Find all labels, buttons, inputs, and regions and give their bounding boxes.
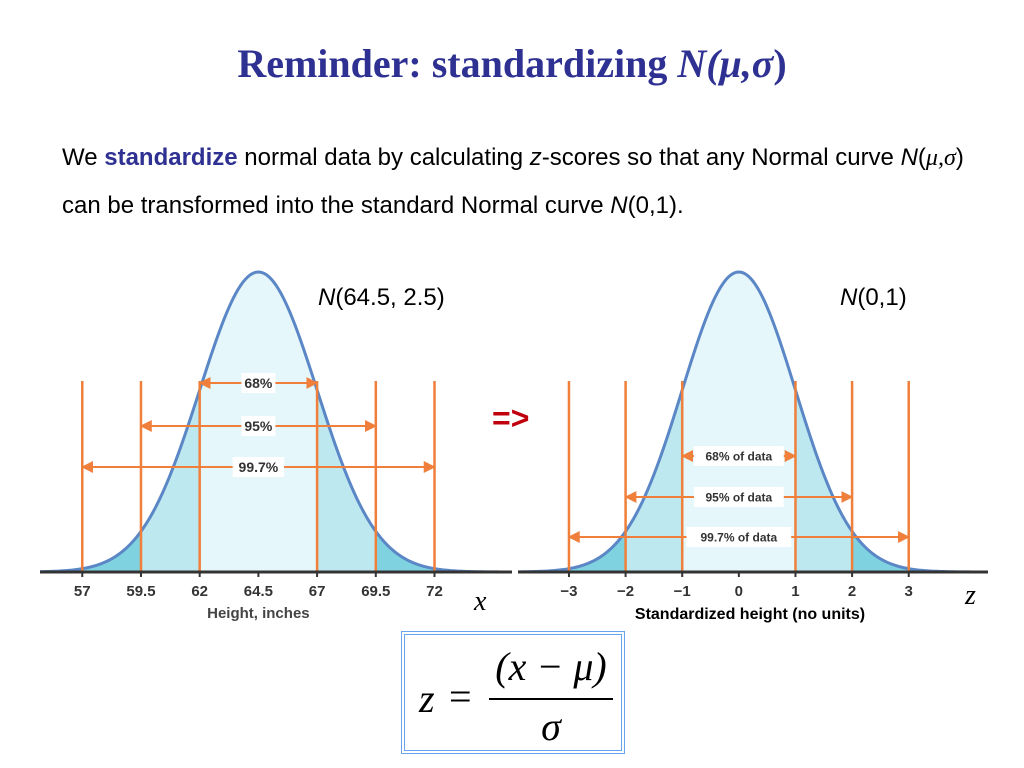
curve-area-fill bbox=[40, 272, 512, 572]
band-label: 95% bbox=[244, 418, 273, 434]
left-dist-label: N(64.5, 2.5) bbox=[318, 284, 445, 312]
left-dist-n: N bbox=[318, 284, 336, 311]
band-label-bg bbox=[693, 487, 784, 507]
keyword-standardize: standardize bbox=[104, 144, 238, 171]
band-label-bg bbox=[686, 527, 792, 547]
zscore-formula: z = (x − μ) σ bbox=[401, 631, 625, 754]
tail-shade bbox=[568, 531, 626, 572]
tail-shade bbox=[375, 531, 435, 572]
x-tick-label: 2 bbox=[848, 583, 856, 600]
band-label: 68% bbox=[244, 375, 273, 391]
intro-text: (0,1). bbox=[627, 192, 684, 219]
intro-paragraph: We standardize normal data by calculatin… bbox=[62, 134, 982, 230]
formula-fraction-bar bbox=[489, 698, 613, 700]
title-text: Reminder: standardizing bbox=[237, 41, 678, 86]
x-tick-label: 1 bbox=[791, 583, 799, 600]
x-tick-label: −1 bbox=[674, 583, 691, 600]
title-params: μ,σ bbox=[719, 41, 774, 86]
x-tick-label: 0 bbox=[735, 583, 743, 600]
tail-shade bbox=[852, 531, 909, 572]
curve-area-fill bbox=[518, 272, 988, 572]
normal-chart-1: 68% of data 95% of data 99.7% of data −3 −2 −… bbox=[517, 270, 988, 600]
right-axis-caption: Standardized height (no units) bbox=[634, 606, 866, 623]
band-label: 99.7% bbox=[239, 459, 279, 475]
transform-arrow: => bbox=[492, 400, 530, 436]
x-tick-label: −3 bbox=[560, 583, 577, 600]
x-tick-label: 72 bbox=[426, 583, 443, 600]
normal-chart-0: 68% 95% 99.7% 57 59.5 62 64.5 67 69.5 72 Height, i… bbox=[39, 270, 512, 622]
intro-n: N bbox=[610, 192, 628, 219]
intro-text: ( bbox=[917, 144, 926, 171]
band-label: 68% of data bbox=[705, 449, 772, 463]
band-label: 95% of data bbox=[705, 490, 772, 504]
band-label-bg bbox=[241, 416, 276, 436]
right-dist-n: N bbox=[840, 284, 858, 311]
formula-lhs: z bbox=[419, 676, 435, 721]
title-dist: N( bbox=[677, 41, 720, 86]
intro-n: N bbox=[900, 144, 918, 171]
right-axis-variable: z bbox=[965, 580, 976, 611]
intro-z: z bbox=[529, 144, 542, 171]
formula-numerator: (x − μ) bbox=[495, 644, 607, 689]
tail-shade bbox=[82, 531, 141, 572]
slide-title: Reminder: standardizing N(μ,σ) bbox=[0, 40, 1024, 87]
intro-text: normal data by calculating bbox=[237, 144, 530, 171]
title-close: ) bbox=[773, 41, 787, 86]
left-dist-params: (64.5, 2.5) bbox=[335, 284, 445, 311]
x-tick-label: 67 bbox=[309, 583, 326, 600]
x-tick-label: 3 bbox=[905, 583, 913, 600]
intro-text: -scores so that any Normal curve bbox=[541, 144, 901, 171]
intro-greek: μ,σ bbox=[925, 145, 956, 171]
band-label-bg bbox=[241, 373, 276, 393]
x-tick-label: −2 bbox=[617, 583, 634, 600]
x-tick-label: 62 bbox=[191, 583, 208, 600]
band-label: 99.7% of data bbox=[700, 530, 777, 544]
x-tick-label: 57 bbox=[74, 583, 91, 600]
band-label-bg bbox=[232, 457, 285, 477]
intro-text: ) can be transformed into the standard N… bbox=[62, 144, 964, 219]
x-tick-label: 59.5 bbox=[126, 583, 155, 600]
left-axis-variable: x bbox=[474, 586, 487, 617]
band-label-bg bbox=[693, 446, 784, 466]
x-tick-label: 69.5 bbox=[361, 583, 390, 600]
right-dist-label: N(0,1) bbox=[840, 284, 907, 312]
formula-denominator: σ bbox=[541, 704, 561, 749]
x-tick-label: 64.5 bbox=[244, 583, 273, 600]
x-axis-title: Height, inches bbox=[207, 605, 310, 622]
intro-text: We bbox=[62, 144, 105, 171]
formula-equals: = bbox=[449, 674, 472, 719]
right-dist-params: (0,1) bbox=[857, 284, 907, 311]
